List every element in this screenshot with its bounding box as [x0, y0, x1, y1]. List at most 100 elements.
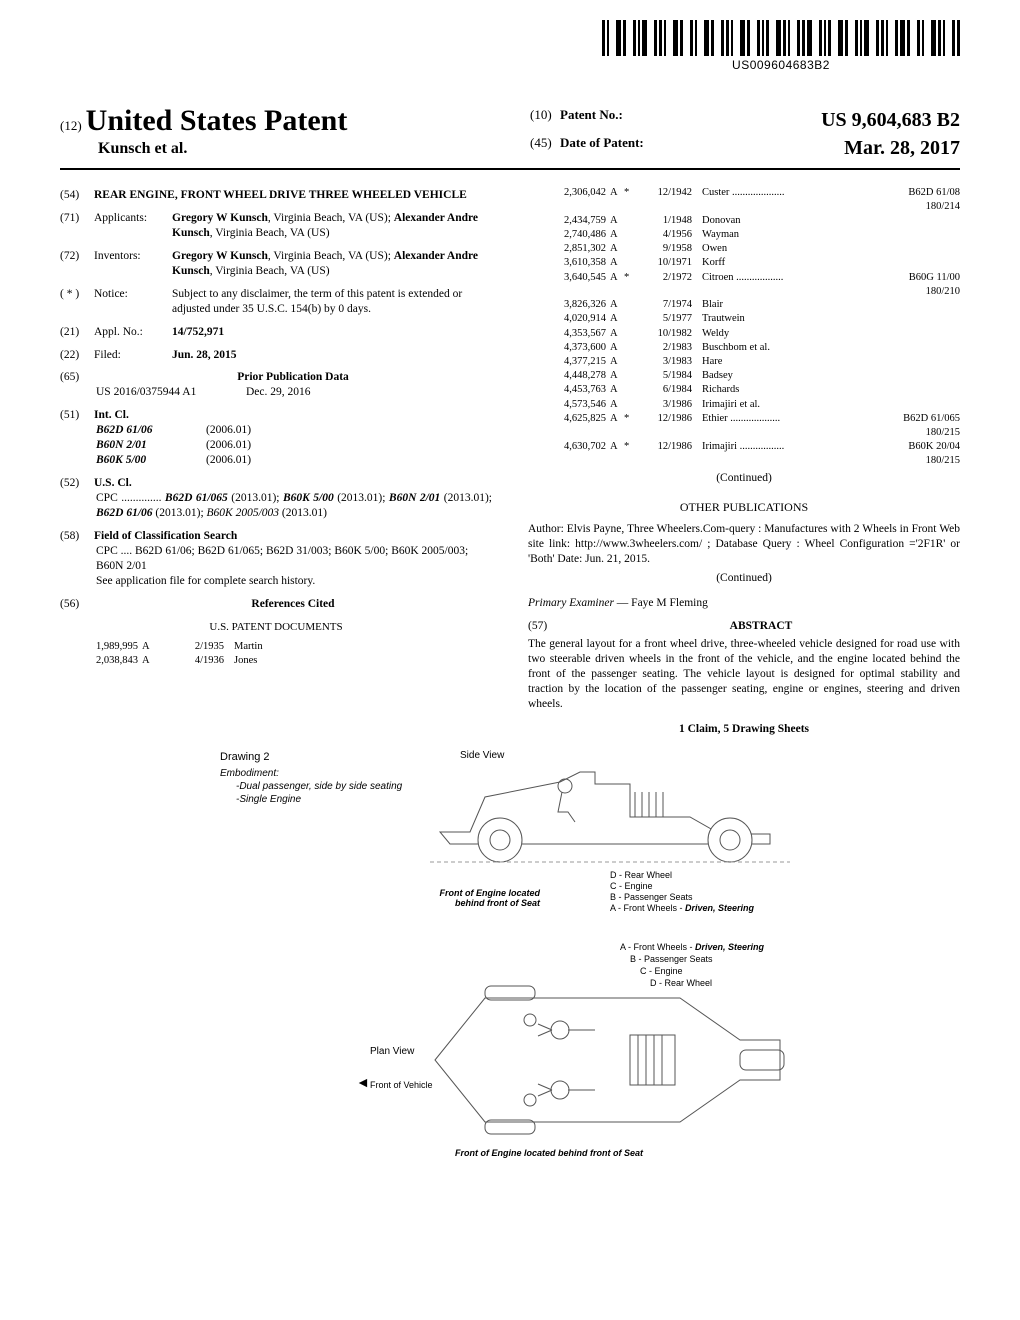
- date-prefix: (45): [530, 134, 560, 162]
- usp-prefix: (12): [60, 118, 82, 133]
- continued-refs: (Continued): [528, 471, 960, 486]
- barcode-area: US009604683B2: [602, 20, 960, 72]
- field-cpc: CPC .... B62D 61/06; B62D 61/065; B62D 3…: [96, 544, 492, 574]
- authors: Kunsch et al.: [98, 140, 490, 158]
- ref-sub: 180/214: [528, 200, 960, 214]
- ref-sub: 180/215: [528, 426, 960, 440]
- notice-value: Subject to any disclaimer, the term of t…: [172, 287, 492, 317]
- date-label: Date of Patent:: [560, 134, 690, 162]
- ref-row: 4,625,825A*12/1986Ethier ...............…: [528, 412, 960, 426]
- examiner-name: — Faye M Fleming: [617, 597, 708, 609]
- callout-B-plan: B - Passenger Seats: [630, 954, 713, 964]
- other-pub-text: Author: Elvis Payne, Three Wheelers.Com-…: [528, 522, 960, 567]
- ref-row: 1,989,995A2/1935Martin: [60, 640, 492, 654]
- refs-num: (56): [60, 597, 94, 612]
- invention-title: REAR ENGINE, FRONT WHEEL DRIVE THREE WHE…: [94, 188, 492, 203]
- appl-label: Appl. No.:: [94, 325, 172, 340]
- callout-C-side: C - Engine: [610, 881, 653, 891]
- continued-other: (Continued): [528, 571, 960, 586]
- uscl-label: U.S. Cl.: [94, 476, 492, 491]
- callout-B-side: B - Passenger Seats: [610, 892, 693, 902]
- inventors-num: (72): [60, 249, 94, 279]
- filed-value: Jun. 28, 2015: [172, 348, 492, 363]
- inventors-label: Inventors:: [94, 249, 172, 279]
- plan-view-label: Plan View: [370, 1046, 414, 1057]
- callout-A-side: A - Front Wheels - Driven, Steering: [610, 903, 754, 913]
- front-arrow: ◄: [356, 1076, 370, 1092]
- uscl-cpc: CPC .............. B62D 61/065 (2013.01)…: [96, 491, 492, 521]
- refs-title: References Cited: [94, 597, 492, 612]
- ref-row: 3,640,545A*2/1972Citroen ...............…: [528, 271, 960, 285]
- prior-pub-num: (65): [60, 370, 94, 385]
- header-row: (12) United States Patent Kunsch et al. …: [60, 106, 960, 170]
- field-label: Field of Classification Search: [94, 529, 492, 544]
- usp-title: United States Patent: [86, 104, 348, 137]
- ref-row: 3,610,358A10/1971Korff: [528, 256, 960, 270]
- examiner-label: Primary Examiner: [528, 597, 614, 609]
- refs-sub: U.S. PATENT DOCUMENTS: [60, 620, 492, 634]
- appl-num: (21): [60, 325, 94, 340]
- columns: (54) REAR ENGINE, FRONT WHEEL DRIVE THRE…: [60, 180, 960, 737]
- ref-row: 2,434,759A1/1948Donovan: [528, 214, 960, 228]
- ref-row: 4,573,546A3/1986Irimajiri et al.: [528, 398, 960, 412]
- patent-no-label: Patent No.:: [560, 106, 690, 134]
- ref-row: 3,826,326A7/1974Blair: [528, 298, 960, 312]
- barcode: [602, 20, 960, 56]
- ref-row: 2,038,843A4/1936Jones: [60, 654, 492, 668]
- inventors-value: Gregory W Kunsch, Virginia Beach, VA (US…: [172, 249, 492, 279]
- applicants-num: (71): [60, 211, 94, 241]
- header-right: (10) Patent No.: US 9,604,683 B2 (45) Da…: [510, 106, 960, 162]
- drawing-section: Drawing 2 Embodiment: -Dual passenger, s…: [60, 751, 960, 1170]
- ref-row: 2,306,042A*12/1942Custer ...............…: [528, 186, 960, 200]
- claim-line: 1 Claim, 5 Drawing Sheets: [528, 722, 960, 737]
- vehicle-side: [430, 762, 790, 862]
- intcl-label: Int. Cl.: [94, 408, 492, 423]
- filed-num: (22): [60, 348, 94, 363]
- intcl-row: B60N 2/01(2006.01): [96, 438, 492, 453]
- barcode-text: US009604683B2: [602, 58, 960, 72]
- ref-sub: 180/215: [528, 454, 960, 468]
- callout-A-plan: A - Front Wheels - Driven, Steering: [620, 942, 764, 952]
- ref-row: 4,373,600A2/1983Buschbom et al.: [528, 341, 960, 355]
- patent-no: US 9,604,683 B2: [690, 106, 960, 134]
- uscl-num: (52): [60, 476, 94, 491]
- intcl-rows: B62D 61/06(2006.01)B60N 2/01(2006.01)B60…: [60, 423, 492, 468]
- front-vehicle-label: Front of Vehicle: [370, 1080, 433, 1090]
- prior-pub-date: Dec. 29, 2016: [246, 385, 311, 400]
- ref-sub: 180/210: [528, 285, 960, 299]
- front-engine-plan: Front of Engine located behind front of …: [455, 1148, 643, 1158]
- ref-row: 4,448,278A5/1984Badsey: [528, 369, 960, 383]
- vehicle-plan: [430, 980, 800, 1140]
- patent-page: US009604683B2 (12) United States Patent …: [0, 0, 1020, 1320]
- ref-row: 2,851,302A9/1958Owen: [528, 242, 960, 256]
- filed-label: Filed:: [94, 348, 172, 363]
- left-column: (54) REAR ENGINE, FRONT WHEEL DRIVE THRE…: [60, 180, 510, 737]
- right-column: 2,306,042A*12/1942Custer ...............…: [510, 180, 960, 737]
- callout-D-side: D - Rear Wheel: [610, 870, 672, 880]
- abstract-text: The general layout for a front wheel dri…: [528, 637, 960, 712]
- ref-row: 4,453,763A6/1984Richards: [528, 383, 960, 397]
- prior-pub-title: Prior Publication Data: [94, 370, 492, 385]
- ref-row: 2,740,486A4/1956Wayman: [528, 228, 960, 242]
- field-note: See application file for complete search…: [96, 574, 492, 589]
- drawing-canvas: Side View: [60, 750, 960, 1170]
- abstract-num: (57): [528, 619, 562, 634]
- ref-row: 4,020,914A5/1977Trautwein: [528, 312, 960, 326]
- header-left: (12) United States Patent Kunsch et al.: [60, 106, 510, 162]
- callout-C-plan: C - Engine: [640, 966, 683, 976]
- intcl-row: B62D 61/06(2006.01): [96, 423, 492, 438]
- side-view-label: Side View: [460, 750, 504, 761]
- intcl-num: (51): [60, 408, 94, 423]
- date-of-patent: Mar. 28, 2017: [690, 134, 960, 162]
- field-num: (58): [60, 529, 94, 544]
- ref-row: 4,630,702A*12/1986Irimajiri ............…: [528, 440, 960, 454]
- notice-num: ( * ): [60, 287, 94, 317]
- notice-label: Notice:: [94, 287, 172, 317]
- applicants-value: Gregory W Kunsch, Virginia Beach, VA (US…: [172, 211, 492, 241]
- intcl-row: B60K 5/00(2006.01): [96, 453, 492, 468]
- title-num: (54): [60, 188, 94, 203]
- appl-value: 14/752,971: [172, 325, 492, 340]
- ref-row: 4,353,567A10/1982Weldy: [528, 327, 960, 341]
- other-pub-title: OTHER PUBLICATIONS: [528, 500, 960, 516]
- applicants-label: Applicants:: [94, 211, 172, 241]
